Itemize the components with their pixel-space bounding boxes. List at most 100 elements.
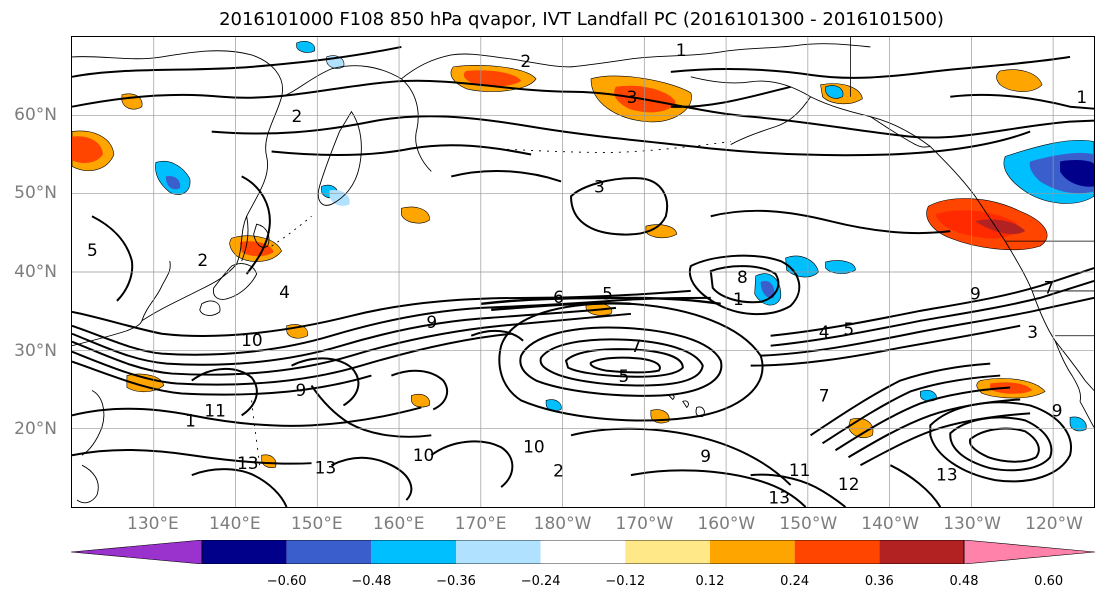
coastline <box>682 400 689 409</box>
coastline-layer <box>72 37 1094 504</box>
anomaly-blob <box>126 373 165 393</box>
contour-label: 12 <box>838 474 860 494</box>
colorbar-segment <box>879 540 964 564</box>
colorbar-tick-label: −0.36 <box>436 574 476 589</box>
ivt-contour <box>630 469 807 507</box>
ivt-contour <box>709 265 780 304</box>
longitude-label: 170°E <box>454 514 507 534</box>
contour-label: 5 <box>618 366 629 386</box>
coastline <box>241 216 249 262</box>
contour-label: 9 <box>296 380 307 400</box>
longitude-label: 160°W <box>697 514 756 534</box>
ivt-contour <box>310 384 432 438</box>
longitude-label: 180°W <box>533 514 592 534</box>
longitude-label: 120°W <box>1025 514 1083 534</box>
contour-label: 2 <box>520 51 531 71</box>
contour-label: 5 <box>602 284 613 304</box>
anomaly-blob <box>996 69 1043 92</box>
contour-label: 2 <box>197 250 208 270</box>
coastline <box>690 76 931 147</box>
colorbar-segment <box>710 540 795 564</box>
ivt-contour <box>670 85 791 108</box>
ivt-contour <box>291 357 360 407</box>
coastline <box>1054 340 1081 402</box>
contour-label: 2 <box>291 106 302 126</box>
colorbar-segment <box>456 540 541 564</box>
anomaly-blob <box>261 454 277 468</box>
ivt-contour <box>670 55 1071 79</box>
colorbar-tick-label: −0.48 <box>351 574 392 589</box>
ivt-contour <box>859 412 1031 467</box>
colorbar-tick-label: −0.60 <box>266 574 307 589</box>
latitude-label: 60°N <box>14 104 57 125</box>
contour-label: 11 <box>789 460 811 480</box>
coastline <box>76 464 99 504</box>
ivt-contour <box>191 468 288 507</box>
ivt-contour <box>519 326 723 397</box>
longitude-label: 130°E <box>127 514 179 534</box>
ivt-contour <box>539 338 704 387</box>
ivt-contour <box>950 93 1094 110</box>
contour-label: 9 <box>700 446 711 466</box>
colorbar-segment <box>371 540 456 564</box>
contour-label: 10 <box>413 445 435 465</box>
latitude-label: 30°N <box>14 340 57 361</box>
ivt-contour <box>271 144 532 156</box>
ivt-contour <box>72 306 617 366</box>
anomaly-blob <box>1060 160 1094 187</box>
ivt-contour <box>968 427 1040 463</box>
coastline <box>401 53 631 80</box>
colorbar-segment <box>540 540 626 564</box>
ivt-contour <box>821 374 1001 445</box>
ivt-contour <box>72 79 1094 139</box>
longitude-label: 150°W <box>779 514 838 534</box>
anomaly-blob <box>825 260 856 274</box>
contour-label: 1 <box>185 411 196 431</box>
colorbar-tick-label: 0.36 <box>864 574 894 589</box>
anomaly-blob <box>463 70 522 87</box>
ivt-contour <box>750 324 1021 367</box>
ivt-contour <box>834 386 1011 452</box>
coastline <box>199 300 221 316</box>
ivt-contour <box>481 296 721 306</box>
colorbar-tick-label: 0.48 <box>949 574 979 589</box>
anomaly-blob <box>545 399 562 412</box>
colorbar-segment <box>625 540 710 564</box>
colorbar-segment <box>202 540 287 564</box>
coastline <box>72 320 143 347</box>
ivt-contour <box>72 289 691 337</box>
contour-label: 8 <box>737 267 748 287</box>
ivt-contour <box>430 440 514 488</box>
contour-label: 3 <box>1027 322 1038 342</box>
ivt-contour <box>191 367 258 417</box>
anomaly-blob <box>72 136 103 163</box>
contour-label: 4 <box>279 282 290 302</box>
contour-label: 13 <box>315 458 337 478</box>
anomaly-blob <box>975 219 1026 235</box>
contour-label: 9 <box>426 312 437 332</box>
contour-label: 9 <box>1052 400 1063 420</box>
coastline <box>253 223 270 248</box>
ivt-contour <box>91 215 134 302</box>
latitude-label: 40°N <box>14 262 57 282</box>
ivt-contour <box>72 45 402 78</box>
longitude-label: 130°W <box>943 514 1001 534</box>
contour-label: 7 <box>1044 277 1055 297</box>
coastline <box>870 116 931 148</box>
ivt-contour <box>760 296 1094 357</box>
ivt-contour <box>72 296 711 356</box>
contour-label: 10 <box>523 436 545 456</box>
latitude-label: 20°N <box>14 419 57 440</box>
contour-label: 7 <box>631 336 642 356</box>
coastline <box>930 146 1094 391</box>
ivt-contour <box>889 464 942 507</box>
coastline <box>317 110 362 206</box>
coastline <box>630 43 871 60</box>
anomaly-blob <box>411 393 430 408</box>
contour-label: 1 <box>1076 87 1087 107</box>
anomaly-blob <box>760 281 775 299</box>
ivt-contour <box>72 332 512 386</box>
contour-label: 4 <box>819 322 830 342</box>
contour-label: 9 <box>970 284 981 304</box>
anomaly-blob <box>1069 416 1087 432</box>
